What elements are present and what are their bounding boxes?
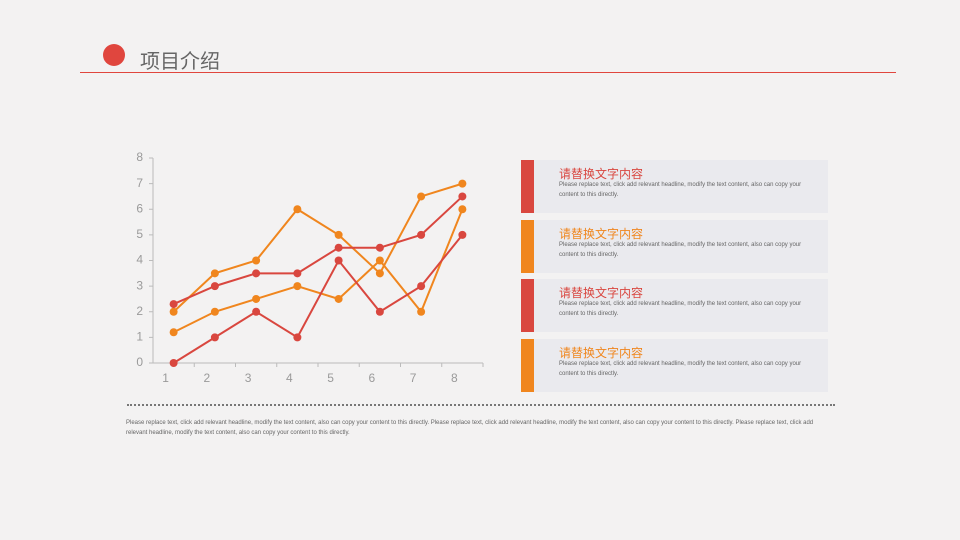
y-tick-label: 8 (136, 150, 143, 164)
data-point (169, 328, 178, 337)
data-point (417, 282, 426, 291)
data-point (375, 256, 384, 265)
data-point (169, 359, 178, 367)
card-accent (521, 219, 534, 273)
x-tick-label: 8 (451, 371, 458, 385)
data-point (252, 307, 261, 316)
info-card: 请替换文字内容 Please replace text, click add re… (521, 279, 828, 332)
series-line (173, 208, 464, 334)
data-point (375, 243, 384, 252)
data-point (458, 179, 467, 188)
data-point (334, 243, 343, 252)
chart: 0 1 2 3 4 5 6 7 8 1 2 3 4 5 6 7 8 (136, 150, 484, 385)
data-point (293, 269, 302, 278)
data-point (417, 307, 426, 316)
divider (127, 404, 835, 406)
data-point (252, 269, 261, 278)
card-text: Please replace text, click add relevant … (559, 301, 802, 317)
data-point (334, 256, 343, 265)
data-point (293, 205, 302, 214)
card-accent (521, 160, 534, 213)
y-tick-label: 3 (136, 278, 143, 292)
data-point (375, 307, 384, 316)
x-tick-label: 4 (286, 371, 293, 385)
y-tick-label: 6 (136, 201, 143, 215)
title-dot (103, 44, 125, 66)
y-tick-label: 4 (136, 253, 143, 267)
data-point (417, 192, 426, 201)
series-line (172, 182, 463, 313)
info-card: 请替换文字内容 Please replace text, click add re… (521, 219, 828, 273)
data-point (252, 256, 261, 265)
data-point (210, 282, 219, 291)
x-tick-label: 7 (410, 371, 417, 385)
footer-text: Please replace text, click add relevant … (126, 420, 814, 436)
data-point (210, 269, 219, 278)
data-point (293, 282, 302, 291)
y-tick-label: 2 (136, 304, 143, 318)
data-point (417, 230, 426, 239)
y-tick-label: 5 (136, 227, 143, 241)
x-tick-label: 2 (204, 371, 211, 385)
card-text: Please replace text, click add relevant … (559, 360, 802, 377)
data-point (210, 333, 219, 342)
data-point (375, 269, 384, 278)
x-tick-label: 6 (369, 371, 376, 385)
data-point (334, 294, 343, 303)
card-accent (521, 279, 534, 332)
data-point (293, 333, 302, 342)
card-title: 请替换文字内容 (559, 226, 644, 241)
series-line (173, 195, 464, 305)
data-point (458, 230, 467, 239)
series-line (173, 234, 464, 364)
card-title: 请替换文字内容 (559, 286, 644, 300)
card-text: Please replace text, click add relevant … (559, 182, 802, 198)
data-point (210, 307, 219, 316)
data-point (458, 205, 467, 214)
y-tick-label: 0 (136, 355, 143, 369)
data-point (252, 294, 261, 303)
card-accent (521, 338, 534, 392)
slide-title: 项目介绍 (140, 51, 220, 73)
data-point (458, 192, 467, 201)
x-tick-label: 3 (245, 371, 252, 385)
card-text: Please replace text, click add relevant … (559, 241, 802, 258)
info-card: 请替换文字内容 Please replace text, click add re… (521, 160, 828, 213)
data-point (169, 307, 178, 316)
data-point (169, 300, 178, 309)
y-tick-label: 1 (136, 330, 143, 344)
x-tick-label: 5 (327, 371, 334, 385)
y-tick-label: 7 (136, 176, 143, 190)
info-card: 请替换文字内容 Please replace text, click add re… (521, 338, 828, 392)
card-title: 请替换文字内容 (559, 167, 644, 181)
title-rule (80, 72, 896, 73)
data-point (334, 230, 343, 239)
card-title: 请替换文字内容 (559, 345, 644, 360)
x-tick-label: 1 (162, 371, 169, 385)
